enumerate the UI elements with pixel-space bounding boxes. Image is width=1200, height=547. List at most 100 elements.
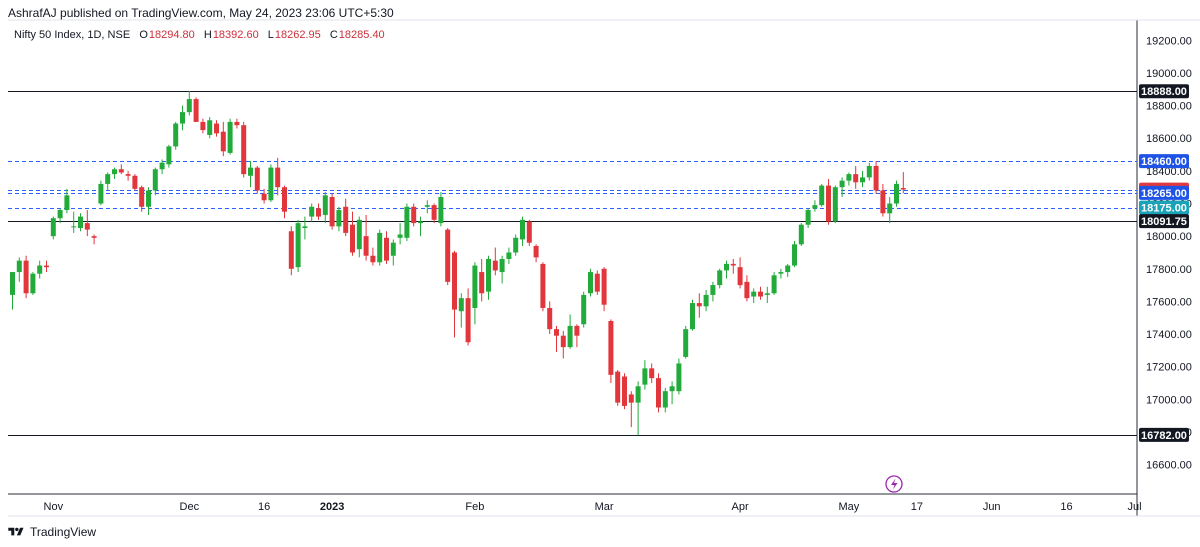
- candle-body: [649, 368, 655, 379]
- candle-body: [125, 174, 131, 176]
- candle-up: [397, 223, 403, 245]
- price-tick-label: 19000.00: [1146, 68, 1192, 80]
- candle-up: [64, 188, 70, 214]
- time-tick-label: Dec: [180, 501, 200, 513]
- chart-frame: [8, 19, 1200, 517]
- close-value: 18285.40: [338, 29, 385, 41]
- time-tick-label: 2023: [320, 501, 344, 513]
- tradingview-brand: TradingView: [30, 525, 97, 539]
- candle-up: [207, 117, 213, 139]
- candle-up: [588, 268, 593, 297]
- candle-down: [370, 247, 376, 266]
- candle-down: [350, 211, 355, 256]
- candle-down: [526, 219, 532, 246]
- candle-up: [819, 183, 825, 207]
- candle-up: [57, 208, 63, 224]
- candle-up: [309, 203, 315, 222]
- candle-body: [282, 187, 287, 212]
- candle-body: [166, 146, 172, 165]
- candle-up: [662, 387, 668, 413]
- candle-body: [703, 294, 709, 307]
- candle-down: [411, 203, 417, 227]
- candle-up: [248, 161, 253, 188]
- time-tick-label: Nov: [44, 501, 64, 513]
- candle-down: [261, 188, 267, 204]
- open-value: 18294.80: [148, 29, 195, 41]
- candle-down: [880, 183, 886, 217]
- candle-up: [98, 180, 104, 206]
- time-tick-label: Mar: [595, 501, 614, 513]
- candle-up: [159, 159, 165, 175]
- candle-body: [832, 187, 838, 222]
- candle-body: [186, 99, 192, 113]
- price-axis[interactable]: 16600.0016800.0017000.0017200.0017400.00…: [1146, 35, 1192, 471]
- price-tick-label: 19200.00: [1146, 35, 1192, 47]
- candle-body: [227, 121, 233, 153]
- candle-body: [132, 175, 138, 189]
- candle-down: [696, 293, 702, 318]
- candle-up: [812, 200, 818, 212]
- candle-up: [764, 286, 770, 304]
- candle-down: [622, 373, 627, 410]
- price-tag: 16782.00: [1139, 427, 1189, 442]
- candle-body: [751, 291, 757, 297]
- candle-up: [30, 272, 36, 295]
- candle-down: [193, 97, 199, 122]
- candle-up: [887, 196, 893, 224]
- candle-body: [690, 303, 695, 330]
- candle-down: [533, 244, 539, 263]
- candle-body: [438, 196, 444, 224]
- candle-down: [628, 391, 634, 428]
- candle-up: [37, 260, 43, 279]
- candle-down: [737, 257, 743, 289]
- candle-up: [846, 172, 852, 186]
- price-tick-label: 17000.00: [1146, 394, 1192, 406]
- candle-body: [628, 394, 634, 403]
- candle-down: [601, 267, 607, 312]
- alert-marker[interactable]: [885, 475, 903, 493]
- price-tick-label: 18800.00: [1146, 101, 1192, 113]
- candle-body: [445, 229, 451, 282]
- candle-down: [84, 210, 90, 237]
- time-axis[interactable]: Nov Dec 16 2023 Feb Mar Apr May 17 Jun 16 Jul: [44, 501, 1142, 513]
- candle-up: [404, 203, 410, 242]
- candle-down: [316, 203, 321, 220]
- tradingview-footer[interactable]: TradingView: [8, 525, 96, 539]
- candle-body: [492, 260, 498, 271]
- candle-body: [758, 291, 763, 297]
- candle-body: [288, 231, 294, 269]
- candle-body: [112, 169, 117, 175]
- candle-body: [356, 219, 362, 250]
- candle-body: [10, 272, 15, 295]
- candle-up: [839, 177, 845, 197]
- candle-body: [316, 208, 321, 217]
- candle-up: [499, 255, 505, 284]
- candle-down: [214, 120, 219, 137]
- candle-down: [594, 270, 600, 295]
- candle-down: [560, 330, 566, 359]
- candle-down: [853, 165, 859, 189]
- price-tick-label: 18600.00: [1146, 133, 1192, 145]
- candle-down: [656, 373, 661, 413]
- candle-up: [778, 268, 784, 279]
- candle-body: [146, 190, 151, 207]
- publisher-header: AshrafAJ published on TradingView.com, M…: [8, 6, 394, 20]
- price-tag-box: [1139, 214, 1189, 229]
- candle-up: [10, 272, 15, 310]
- candle-body: [499, 259, 505, 273]
- candle-body: [826, 185, 831, 222]
- candles: [10, 90, 906, 436]
- candle-body: [234, 121, 240, 126]
- price-tag-box: [1139, 427, 1189, 442]
- candle-up: [50, 216, 56, 240]
- candle-body: [730, 263, 736, 266]
- candle-up: [642, 360, 648, 390]
- candle-up: [690, 299, 695, 331]
- candle-body: [513, 237, 519, 253]
- candle-down: [384, 231, 389, 264]
- candle-up: [336, 206, 342, 232]
- candle-down: [275, 157, 281, 196]
- candle-body: [30, 273, 36, 294]
- price-tag-label: 18265.00: [1141, 188, 1187, 200]
